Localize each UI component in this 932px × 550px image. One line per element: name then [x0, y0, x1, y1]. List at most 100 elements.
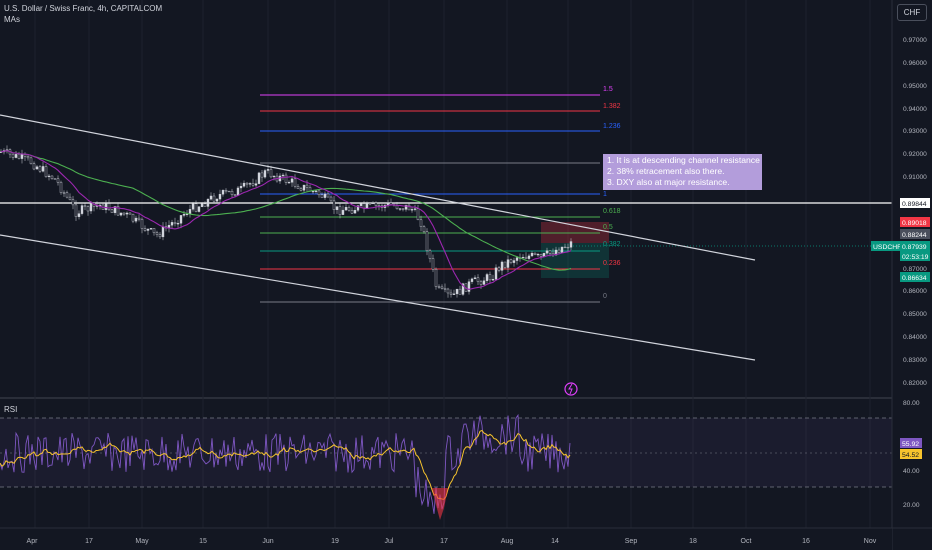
candle-body — [293, 178, 297, 187]
candle-body — [158, 234, 162, 238]
candle-body — [227, 190, 231, 193]
candle-body — [401, 208, 405, 210]
time-tick: 15 — [199, 538, 207, 545]
price-tag-bg — [900, 241, 930, 261]
time-axis[interactable] — [0, 528, 892, 550]
candle-body — [539, 254, 543, 257]
candle-body — [68, 196, 72, 200]
rsi-tick: 40.00 — [903, 468, 920, 475]
candle-body — [341, 209, 345, 215]
symbol-tag-bg — [871, 241, 900, 251]
candle-body — [419, 219, 423, 227]
candle-body — [149, 228, 153, 230]
rsi-ma-tag-bg — [900, 449, 922, 459]
candle-body — [104, 203, 108, 210]
candle-body — [185, 213, 189, 215]
candle-body — [47, 175, 51, 177]
channel-upper-line[interactable] — [0, 114, 756, 261]
candle-body — [317, 190, 321, 196]
candle-body — [449, 292, 453, 295]
price-tick: 0.84000 — [903, 334, 927, 341]
candle-body — [260, 172, 264, 178]
candle-body — [470, 278, 474, 282]
currency-button[interactable]: CHF — [897, 4, 927, 21]
symbol-title[interactable]: U.S. Dollar / Swiss Franc, 4h, CAPITALCO… — [4, 4, 163, 13]
candle-body — [143, 228, 147, 231]
candle-body — [212, 195, 216, 202]
rsi-tag: 55.92 — [902, 441, 919, 448]
candle-body — [242, 182, 246, 187]
candle-body — [362, 203, 366, 209]
candle-body — [62, 192, 66, 194]
candle-body — [512, 260, 516, 263]
candle-body — [179, 215, 183, 224]
fib-labels: 1.5 1.382 1.236 1 0.618 0.5 0.382 0.236 … — [603, 86, 621, 300]
candle-body — [176, 223, 180, 225]
fib-label-1-236: 1.236 — [603, 123, 621, 130]
candle-body — [284, 174, 288, 183]
candle-body — [311, 190, 315, 193]
candle-body — [458, 288, 462, 295]
candle-body — [557, 249, 561, 253]
candle-body — [440, 286, 444, 289]
price-tick: 0.85000 — [903, 311, 927, 318]
candle-body — [254, 183, 258, 186]
price-ticks: 0.97000 0.96000 0.95000 0.94000 0.93000 … — [903, 37, 927, 387]
candle-body — [569, 241, 573, 248]
candle-body — [269, 169, 273, 178]
candle-body — [323, 193, 327, 198]
target-zone[interactable] — [541, 243, 609, 278]
price-tag-bg — [900, 272, 930, 282]
candle-body — [263, 170, 267, 178]
fib-retracement[interactable] — [260, 94, 600, 303]
time-tick: Oct — [741, 538, 752, 545]
lightning-icon[interactable] — [564, 382, 578, 396]
candle-body — [74, 204, 78, 217]
candle-body — [221, 189, 225, 195]
fib-label-0-618: 0.618 — [603, 208, 621, 215]
candle-body — [521, 256, 525, 259]
channel-lower-line[interactable] — [0, 234, 756, 361]
rsi-ma-tag: 54.52 — [902, 452, 919, 459]
candle-body — [356, 205, 360, 211]
fib-label-0-236: 0.236 — [603, 260, 621, 267]
candle-body — [188, 209, 192, 215]
rsi-label[interactable]: RSI — [4, 405, 18, 414]
candle-body — [329, 196, 333, 202]
price-tags: 0.89844 0.89018 0.88244 USDCHF 0.87939 0… — [871, 198, 930, 282]
candle-body — [224, 189, 228, 192]
candle-body — [296, 186, 300, 189]
price-pane[interactable] — [0, 0, 892, 395]
indicator-label[interactable]: MAs — [4, 15, 20, 24]
candle-body — [407, 204, 411, 211]
candle-body — [452, 293, 456, 295]
price-tag: 0.86634 — [902, 275, 927, 282]
candle-body — [428, 250, 432, 259]
candle-body — [200, 203, 204, 208]
candle-body — [197, 206, 201, 212]
rsi-pane[interactable] — [0, 400, 892, 528]
price-tag-bg — [900, 198, 930, 208]
candle-body — [359, 203, 363, 206]
candle-body — [251, 183, 255, 186]
candle-body — [554, 249, 558, 256]
candle-body — [467, 281, 471, 292]
analysis-note[interactable]: 1. It is at descending channel resistanc… — [603, 154, 762, 190]
candle-body — [116, 206, 120, 216]
candle-body — [455, 288, 459, 295]
candle-body — [416, 208, 420, 221]
candle-body — [566, 246, 570, 249]
candle-body — [257, 172, 261, 184]
candle-body — [479, 281, 483, 285]
candle-body — [410, 209, 414, 211]
candle-body — [347, 207, 351, 211]
candle-body — [302, 184, 306, 191]
candle-body — [350, 210, 354, 214]
candle-body — [476, 277, 480, 282]
price-tick: 0.82000 — [903, 380, 927, 387]
candle-body — [437, 286, 441, 288]
price-tick: 0.86000 — [903, 288, 927, 295]
time-tick: Jul — [385, 538, 394, 545]
price-tick: 0.92000 — [903, 151, 927, 158]
